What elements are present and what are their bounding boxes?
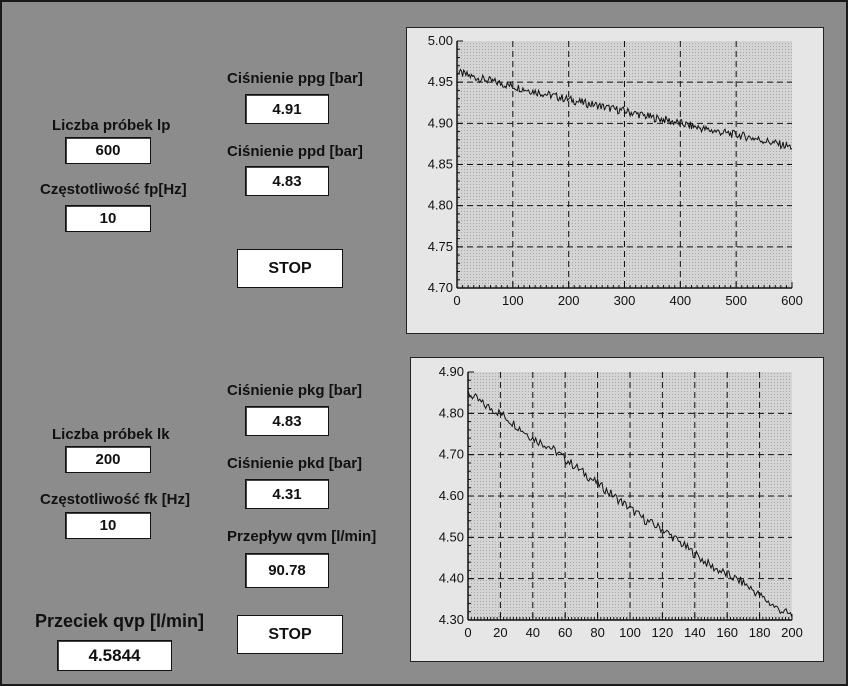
x-tick-label: 500	[725, 293, 747, 308]
pressure-chart-top: 0 100 200 300 400 500 600 4.70 4.75 4.80 4.85 4.90 4…	[406, 27, 824, 334]
x-tick-label: 600	[781, 293, 803, 308]
y-tick-label: 4.50	[439, 529, 464, 544]
y-tick-label: 4.70	[439, 447, 464, 462]
x-tick-label: 160	[716, 625, 738, 640]
pressure-chart-bottom: 0 20 40 60 80 100 120 140 160 180 200 4.30 4.40 4.50 4…	[410, 357, 824, 662]
x-tick-label: 20	[493, 625, 507, 640]
stop-button-top[interactable]: STOP	[237, 249, 343, 288]
x-tick-label: 80	[590, 625, 604, 640]
x-tick-label: 60	[558, 625, 572, 640]
y-tick-label: 4.90	[439, 364, 464, 379]
y-tick-label: 4.60	[439, 488, 464, 503]
x-tick-label: 140	[684, 625, 706, 640]
freq-fk-input[interactable]: 10	[65, 512, 151, 539]
y-tick-label: 4.30	[439, 612, 464, 627]
series-line	[467, 390, 793, 618]
freq-fp-label: Częstotliwość fp[Hz]	[40, 181, 187, 198]
pkd-label: Ciśnienie pkd [bar]	[227, 455, 363, 472]
samples-lk-label: Liczba próbek lk	[52, 426, 170, 443]
series-line	[456, 68, 793, 150]
x-tick-label: 100	[619, 625, 641, 640]
x-tick-label: 200	[558, 293, 580, 308]
y-tick-label: 4.80	[439, 405, 464, 420]
ppd-label: Ciśnienie ppd [bar]	[227, 143, 363, 160]
y-tick-label: 5.00	[428, 33, 453, 48]
x-tick-label: 0	[464, 625, 471, 640]
y-tick-label: 4.95	[428, 74, 453, 89]
y-tick-label: 4.40	[439, 571, 464, 586]
leak-label: Przeciek qvp [l/min]	[35, 611, 205, 631]
freq-fp-input[interactable]: 10	[65, 205, 151, 232]
y-tick-label: 4.90	[428, 115, 453, 130]
y-tick-label: 4.80	[428, 198, 453, 213]
x-tick-label: 400	[669, 293, 691, 308]
ppg-value: 4.91	[245, 94, 329, 124]
y-tick-label: 4.75	[428, 239, 453, 254]
pkg-label: Ciśnienie pkg [bar]	[227, 382, 363, 399]
freq-fk-label: Częstotliwość fk [Hz]	[40, 491, 191, 508]
samples-lk-input[interactable]: 200	[65, 446, 151, 473]
x-tick-label: 300	[614, 293, 636, 308]
y-tick-label: 4.70	[428, 280, 453, 295]
samples-lp-input[interactable]: 600	[65, 137, 151, 164]
stop-button-bottom[interactable]: STOP	[237, 615, 343, 654]
ppg-label: Ciśnienie ppg [bar]	[227, 70, 363, 87]
pkd-value: 4.31	[245, 479, 329, 509]
flow-label: Przepływ qvm [l/min]	[227, 528, 377, 545]
pressure-chart-bottom-svg: 0 20 40 60 80 100 120 140 160 180 200 4.30 4.40 4.50 4…	[439, 364, 803, 640]
x-tick-label: 180	[749, 625, 771, 640]
samples-lp-label: Liczba próbek lp	[52, 117, 171, 134]
leak-value: 4.5844	[57, 640, 172, 671]
pressure-chart-top-svg: 0 100 200 300 400 500 600 4.70 4.75 4.80 4.85 4.90 4…	[428, 33, 803, 308]
x-tick-label: 120	[652, 625, 674, 640]
ppd-value: 4.83	[245, 166, 329, 196]
flow-value: 90.78	[245, 553, 329, 588]
x-tick-label: 40	[526, 625, 540, 640]
x-tick-label: 100	[502, 293, 524, 308]
pkg-value: 4.83	[245, 406, 329, 436]
y-tick-label: 4.85	[428, 157, 453, 172]
x-tick-label: 200	[781, 625, 803, 640]
x-tick-label: 0	[453, 293, 460, 308]
